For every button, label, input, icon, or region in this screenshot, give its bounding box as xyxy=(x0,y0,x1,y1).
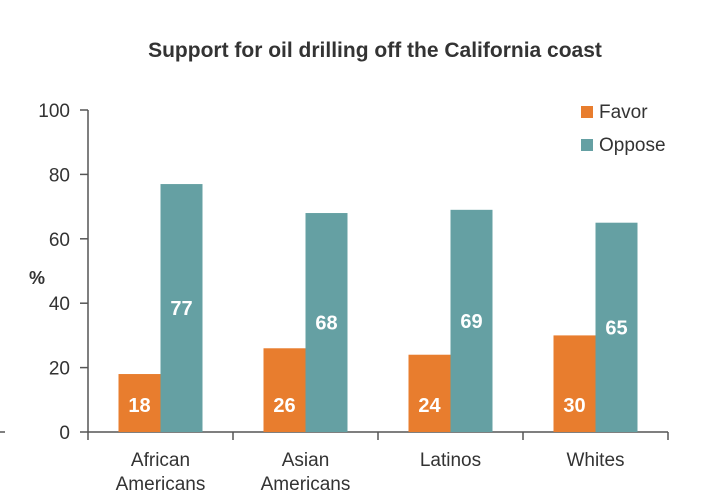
data-label-favor: 30 xyxy=(563,395,585,417)
bar-favor xyxy=(408,354,451,432)
x-category-label: Whites xyxy=(566,450,624,471)
x-axis: African Americans Asian Americans Latinos Whi… xyxy=(87,431,669,495)
data-label-oppose: 65 xyxy=(605,317,627,339)
legend-swatch-oppose xyxy=(581,139,593,151)
bars xyxy=(118,184,638,432)
bar-labels: 18 77 26 68 24 69 30 65 xyxy=(128,298,627,417)
y-tick-label: 80 xyxy=(49,165,70,186)
y-tick-label: 20 xyxy=(49,359,70,380)
y-tick-label: 40 xyxy=(49,294,70,315)
y-axis: 0 20 40 60 80 100 xyxy=(0,101,89,444)
data-label-oppose: 69 xyxy=(460,311,482,333)
bar-favor xyxy=(118,374,161,432)
legend: Favor Oppose xyxy=(581,102,666,156)
bar-oppose xyxy=(160,184,203,432)
bar-favor xyxy=(553,335,596,432)
y-axis-label: % xyxy=(29,268,45,288)
data-label-oppose: 77 xyxy=(170,298,192,320)
data-label-favor: 18 xyxy=(128,395,150,417)
x-category-label: Asian Americans xyxy=(261,450,351,495)
bar-oppose xyxy=(305,213,348,432)
x-category-label: African Americans xyxy=(116,450,206,495)
y-tick-label: 0 xyxy=(59,423,70,444)
data-label-favor: 26 xyxy=(273,395,295,417)
legend-swatch-favor xyxy=(581,106,593,118)
data-label-favor: 24 xyxy=(418,395,441,417)
data-label-oppose: 68 xyxy=(315,313,337,335)
bar-favor xyxy=(263,348,306,432)
y-tick-label: 60 xyxy=(49,230,70,251)
chart-title: Support for oil drilling off the Califor… xyxy=(148,39,602,62)
bar-oppose xyxy=(450,209,493,432)
y-tick-label: 100 xyxy=(38,101,70,122)
bar-oppose xyxy=(595,222,638,432)
legend-label-oppose: Oppose xyxy=(599,135,666,156)
legend-label-favor: Favor xyxy=(599,102,648,123)
x-category-label: Latinos xyxy=(420,450,481,471)
